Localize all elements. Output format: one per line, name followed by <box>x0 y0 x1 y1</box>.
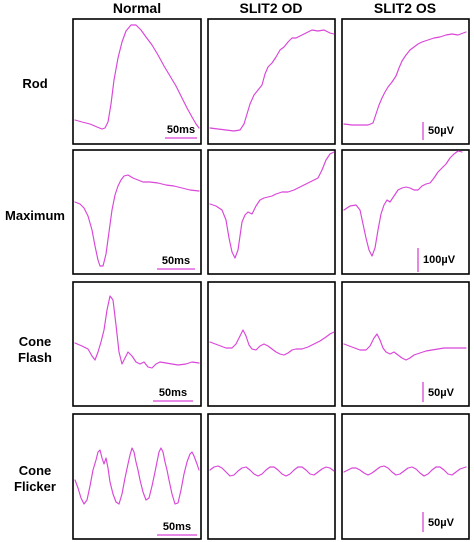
erg-trace <box>74 295 200 369</box>
erg-trace <box>209 329 335 356</box>
panel-cone-flash-slit2-od <box>207 281 336 407</box>
panel-cone-flash-normal: 50ms <box>72 281 202 407</box>
panel-frame <box>72 149 202 275</box>
column-header-slit2-os: SLIT2 OS <box>373 0 437 16</box>
panel-frame <box>341 281 470 407</box>
panel-frame <box>341 149 470 275</box>
panel-frame <box>72 18 202 145</box>
panel-frame <box>72 281 202 407</box>
panel-rod-slit2-od <box>207 18 336 145</box>
panel-frame <box>207 413 336 540</box>
panel-frame <box>207 281 336 407</box>
panel-frame <box>341 18 470 145</box>
amplitude-scale-label: 50µV <box>428 517 455 529</box>
row-label-rod: Rod <box>0 76 70 92</box>
amplitude-scale-label: 50µV <box>428 125 455 137</box>
row-label-cone-flicker: Cone Flicker <box>0 463 70 495</box>
row-label-line: Cone <box>18 334 52 349</box>
panel-maximum-slit2-od <box>207 149 336 275</box>
panel-maximum-normal: 50ms <box>72 149 202 275</box>
row-label-line: Flash <box>18 350 52 365</box>
panel-maximum-slit2-os: 100µV <box>341 149 470 275</box>
erg-trace <box>343 465 467 477</box>
panel-rod-normal: 50ms <box>72 18 202 145</box>
column-header-normal: Normal <box>112 0 162 16</box>
panel-cone-flash-slit2-os: 50µV <box>341 281 470 407</box>
erg-trace <box>209 29 335 132</box>
erg-trace <box>74 447 200 505</box>
erg-trace <box>343 333 467 361</box>
column-header-slit2-od: SLIT2 OD <box>239 0 303 16</box>
time-scale-label: 50ms <box>163 521 191 533</box>
time-scale-label: 50ms <box>162 255 190 267</box>
amplitude-scale-label: 50µV <box>428 387 455 399</box>
row-label-line: Flicker <box>14 479 56 494</box>
panel-rod-slit2-os: 50µV <box>341 18 470 145</box>
row-label-maximum: Maximum <box>0 208 70 224</box>
erg-trace <box>209 151 335 259</box>
panel-cone-flicker-slit2-os: 50µV <box>341 413 470 540</box>
erg-trace <box>209 465 335 477</box>
amplitude-scale-label: 100µV <box>423 254 456 266</box>
erg-trace <box>74 24 200 130</box>
panel-frame <box>72 413 202 540</box>
time-scale-label: 50ms <box>159 387 187 399</box>
panel-frame <box>207 18 336 145</box>
erg-trace <box>343 31 467 126</box>
row-label-line: Rod <box>22 76 48 91</box>
erg-trace <box>343 150 463 257</box>
row-label-line: Cone <box>18 463 52 478</box>
time-scale-label: 50ms <box>167 124 195 136</box>
panel-cone-flicker-normal: 50ms <box>72 413 202 540</box>
panel-frame <box>207 149 336 275</box>
panel-frame <box>341 413 470 540</box>
row-label-cone-flash: Cone Flash <box>0 334 70 366</box>
panel-cone-flicker-slit2-od <box>207 413 336 540</box>
row-label-line: Maximum <box>5 208 65 223</box>
erg-trace <box>74 174 200 267</box>
